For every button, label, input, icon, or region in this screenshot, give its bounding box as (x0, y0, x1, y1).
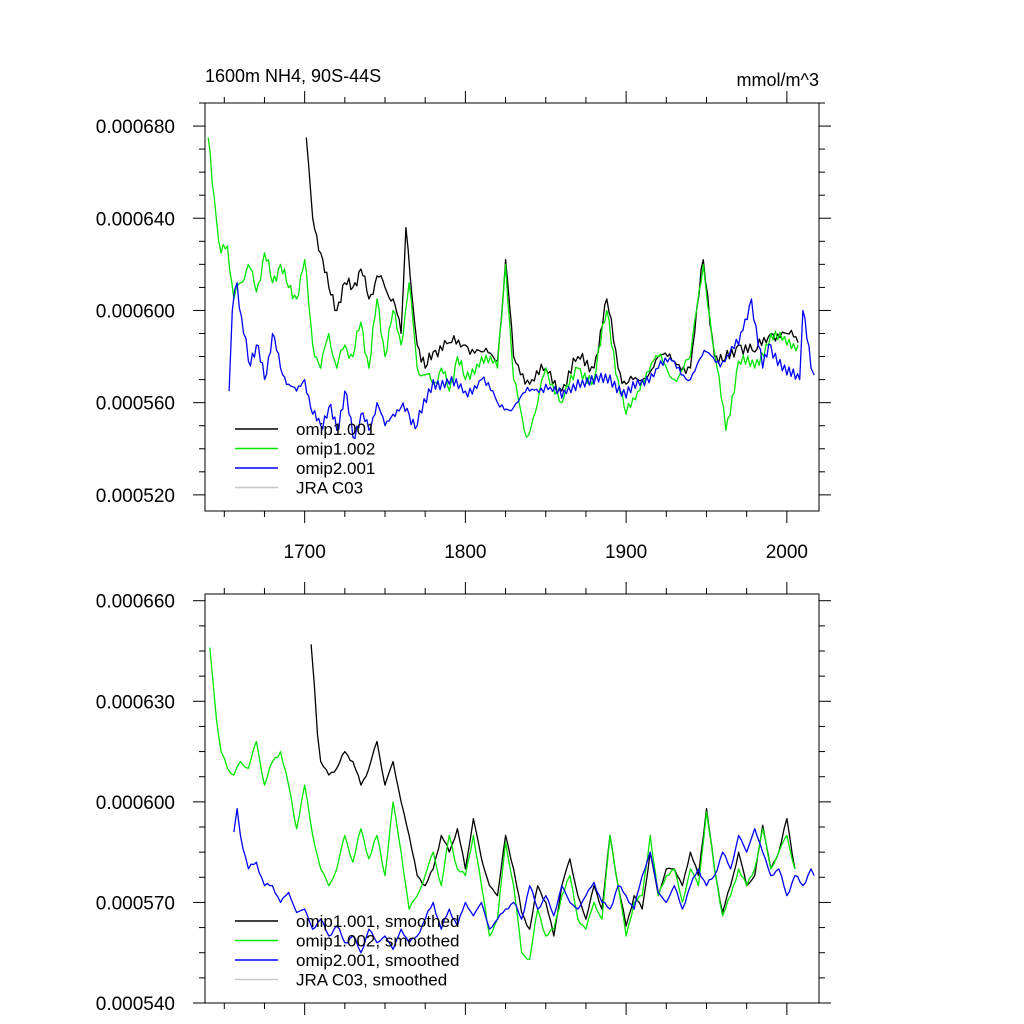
series-line-omip2-001-smoothed (233, 807, 815, 954)
bottom-panel: 0.000540 0.000570 0.000600 0.000630 0.000660… (96, 582, 831, 1015)
x-tick-label: 1800 (444, 542, 486, 563)
legend-label: JRA C03, smoothed (296, 971, 447, 990)
y-tick-label: 0.000520 (96, 486, 175, 507)
x-tick-label: 2000 (766, 542, 808, 563)
y-tick-label: 0.000600 (96, 793, 175, 814)
y-tick-label: 0.000680 (96, 117, 175, 138)
legend-label: omip1.002 (296, 440, 375, 459)
series-line-omip2-001 (228, 282, 815, 440)
legend-label: omip2.001 (296, 459, 375, 478)
y-tick-label: 0.000630 (96, 692, 175, 713)
chart-title: 1600m NH4, 90S-44S (205, 66, 381, 86)
chart-units: mmol/m^3 (737, 70, 819, 90)
legend-label: omip2.001, smoothed (296, 951, 460, 970)
legend-label: omip1.002, smoothed (296, 932, 460, 951)
y-tick-label: 0.000600 (96, 301, 175, 322)
plot-frame (204, 102, 820, 512)
y-tick-label: 0.000640 (96, 209, 175, 230)
series-line-omip1-001-smoothed (310, 644, 796, 937)
legend-label: omip1.001 (296, 420, 375, 439)
legend-label: omip1.001, smoothed (296, 912, 460, 931)
y-tick-label: 0.000540 (96, 994, 175, 1015)
y-tick-label: 0.000570 (96, 893, 175, 914)
series-line-omip1-002 (207, 137, 799, 438)
legend-label: JRA C03 (296, 479, 363, 498)
series-line-omip1-002-smoothed (209, 647, 796, 961)
x-tick-label: 1900 (605, 542, 647, 563)
series-line-omip1-001 (305, 137, 799, 394)
y-tick-label: 0.000560 (96, 394, 175, 415)
plot-frame (204, 593, 820, 1004)
top-panel: 1700 1800 1900 2000 0.000520 0.000560 0.000600… (96, 66, 831, 563)
y-tick-label: 0.000660 (96, 592, 175, 613)
x-tick-label: 1700 (284, 542, 326, 563)
